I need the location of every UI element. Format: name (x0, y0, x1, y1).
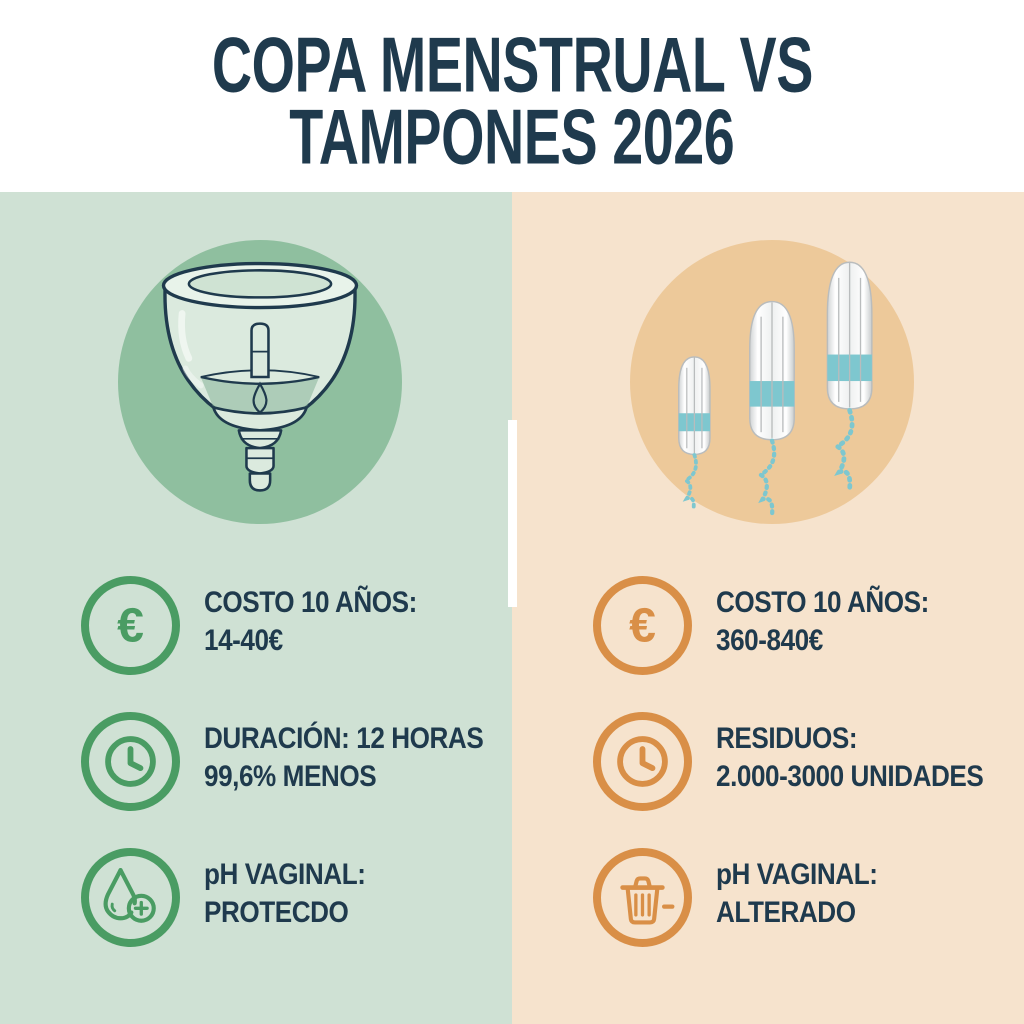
svg-text:€: € (117, 598, 144, 652)
svg-text:€: € (629, 598, 656, 652)
